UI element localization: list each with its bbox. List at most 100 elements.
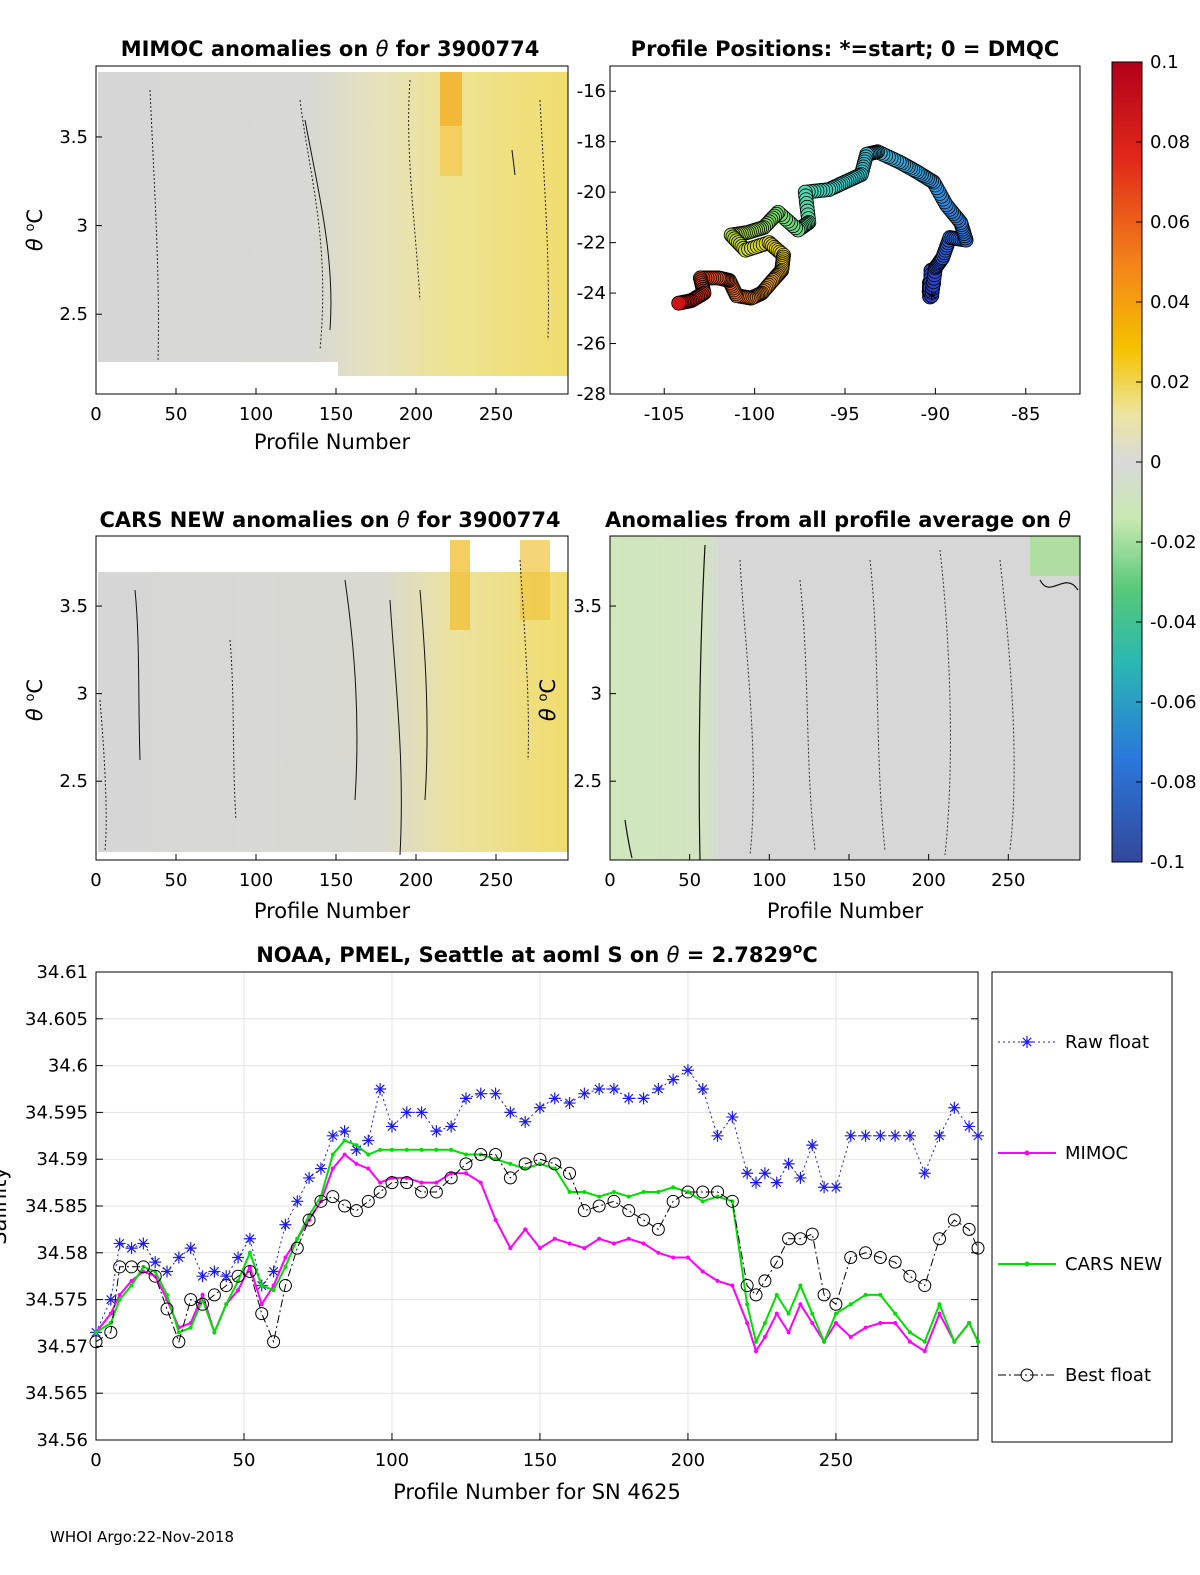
x-tick-label: 0 <box>90 870 101 891</box>
series-point <box>582 1189 587 1194</box>
series-point <box>754 1339 759 1344</box>
salinity-panel: NOAA, PMEL, Seattle at aoml S on θ = 2.7… <box>0 941 985 1504</box>
x-tick-label: 0 <box>90 1450 101 1471</box>
raw-float-point <box>696 1083 709 1095</box>
best-float-point <box>136 1260 150 1274</box>
series-point <box>893 1321 898 1325</box>
x-tick-label: 250 <box>479 870 513 891</box>
raw-float-point <box>279 1218 292 1231</box>
raw-float-point <box>794 1171 807 1184</box>
best-float-point <box>637 1213 651 1227</box>
series-point <box>449 1147 454 1152</box>
y-tick-label: -16 <box>577 81 606 102</box>
cars-axes-frame <box>95 535 569 861</box>
best-float-point <box>219 1279 233 1293</box>
y-tick-label: -22 <box>577 233 606 254</box>
series-line <box>95 1139 979 1345</box>
raw-float-point <box>125 1242 138 1255</box>
avg-title: Anomalies from all profile average on θ <box>605 508 1071 532</box>
raw-float-point <box>184 1242 197 1255</box>
raw-float-point <box>806 1139 819 1152</box>
y-tick-label: 34.565 <box>25 1383 88 1404</box>
salinity-xlabel: Profile Number for SN 4625 <box>393 1480 681 1504</box>
x-tick-label: 250 <box>819 1450 853 1471</box>
y-tick-label: -20 <box>577 182 606 203</box>
series-point <box>848 1302 853 1307</box>
colorbar-tick-label: 0.02 <box>1150 372 1190 393</box>
raw-float-point <box>933 1129 946 1142</box>
raw-float-point <box>430 1125 443 1138</box>
best-float-point <box>503 1171 517 1185</box>
series-point <box>833 1311 838 1316</box>
y-tick-label: 3.5 <box>59 596 88 617</box>
series-point <box>129 1283 134 1288</box>
series-point <box>641 1241 646 1246</box>
raw-float-point <box>972 1129 984 1142</box>
best-float-point <box>971 1241 985 1255</box>
y-tick-label: 2.5 <box>59 771 88 792</box>
legend-marker <box>1024 1150 1030 1156</box>
y-tick-label: 34.595 <box>25 1102 88 1123</box>
profile-position-point <box>671 295 687 311</box>
best-float-point <box>104 1325 118 1339</box>
raw-float-point <box>578 1087 591 1100</box>
start-marker: * <box>926 288 937 313</box>
series-point <box>878 1292 883 1297</box>
series-point <box>523 1227 528 1232</box>
best-float-point <box>696 1185 710 1199</box>
legend-label: CARS NEW <box>1065 1254 1162 1275</box>
best-float-point <box>577 1204 591 1218</box>
best-float-point <box>918 1279 932 1293</box>
x-tick-label: 200 <box>399 404 433 425</box>
series-point <box>108 1311 113 1316</box>
raw-float-point <box>563 1097 576 1110</box>
series-point <box>641 1189 646 1194</box>
raw-float-point <box>903 1129 916 1142</box>
raw-float-point <box>104 1293 117 1306</box>
series-point <box>117 1297 122 1302</box>
legend-marker <box>1021 1036 1033 1048</box>
series-point <box>259 1302 264 1307</box>
legend-item: MIMOC <box>998 1143 1128 1164</box>
series-point <box>247 1250 252 1255</box>
x-tick-label: 150 <box>319 870 353 891</box>
x-tick-label: 200 <box>399 870 433 891</box>
series-point <box>378 1180 383 1185</box>
series-point <box>745 1302 750 1307</box>
series-point <box>937 1311 942 1316</box>
cars-xlabel: Profile Number <box>254 899 411 923</box>
raw-float-point <box>607 1083 620 1095</box>
y-tick-label: 34.575 <box>25 1290 88 1311</box>
series-raw-float <box>90 1064 984 1339</box>
colorbar-tick-label: 0.06 <box>1150 212 1190 233</box>
series-point <box>295 1236 300 1241</box>
best-float-point <box>548 1157 562 1171</box>
series-point <box>952 1339 957 1344</box>
raw-float-point <box>172 1251 185 1264</box>
x-tick-label: 50 <box>233 1450 256 1471</box>
raw-float-point <box>726 1111 739 1124</box>
raw-float-point <box>303 1171 316 1184</box>
y-tick-label: 34.605 <box>25 1009 88 1030</box>
best-float-point <box>947 1213 961 1227</box>
series-point <box>798 1283 803 1288</box>
y-tick-label: 34.61 <box>36 962 88 983</box>
best-float-point <box>148 1269 162 1283</box>
best-float-point <box>793 1232 807 1246</box>
mimoc-axes-frame <box>95 65 569 395</box>
best-float-point <box>817 1288 831 1302</box>
series-point <box>378 1147 383 1152</box>
colorbar-tick-label: -0.1 <box>1150 852 1185 873</box>
profile-positions-panel: Profile Positions: *=start; 0 = DMQC -10… <box>577 37 1081 425</box>
raw-float-point <box>220 1270 233 1283</box>
raw-float-point <box>149 1256 162 1269</box>
series-point <box>626 1236 631 1241</box>
mimoc-ylabel: θ oC <box>23 209 47 251</box>
salinity-ylabel: Salinity <box>0 1167 11 1245</box>
best-float-point <box>873 1250 887 1264</box>
colorbar-tick-label: -0.04 <box>1150 612 1197 633</box>
x-tick-label: 50 <box>165 404 188 425</box>
raw-float-point <box>918 1167 931 1180</box>
series-point <box>671 1255 676 1260</box>
